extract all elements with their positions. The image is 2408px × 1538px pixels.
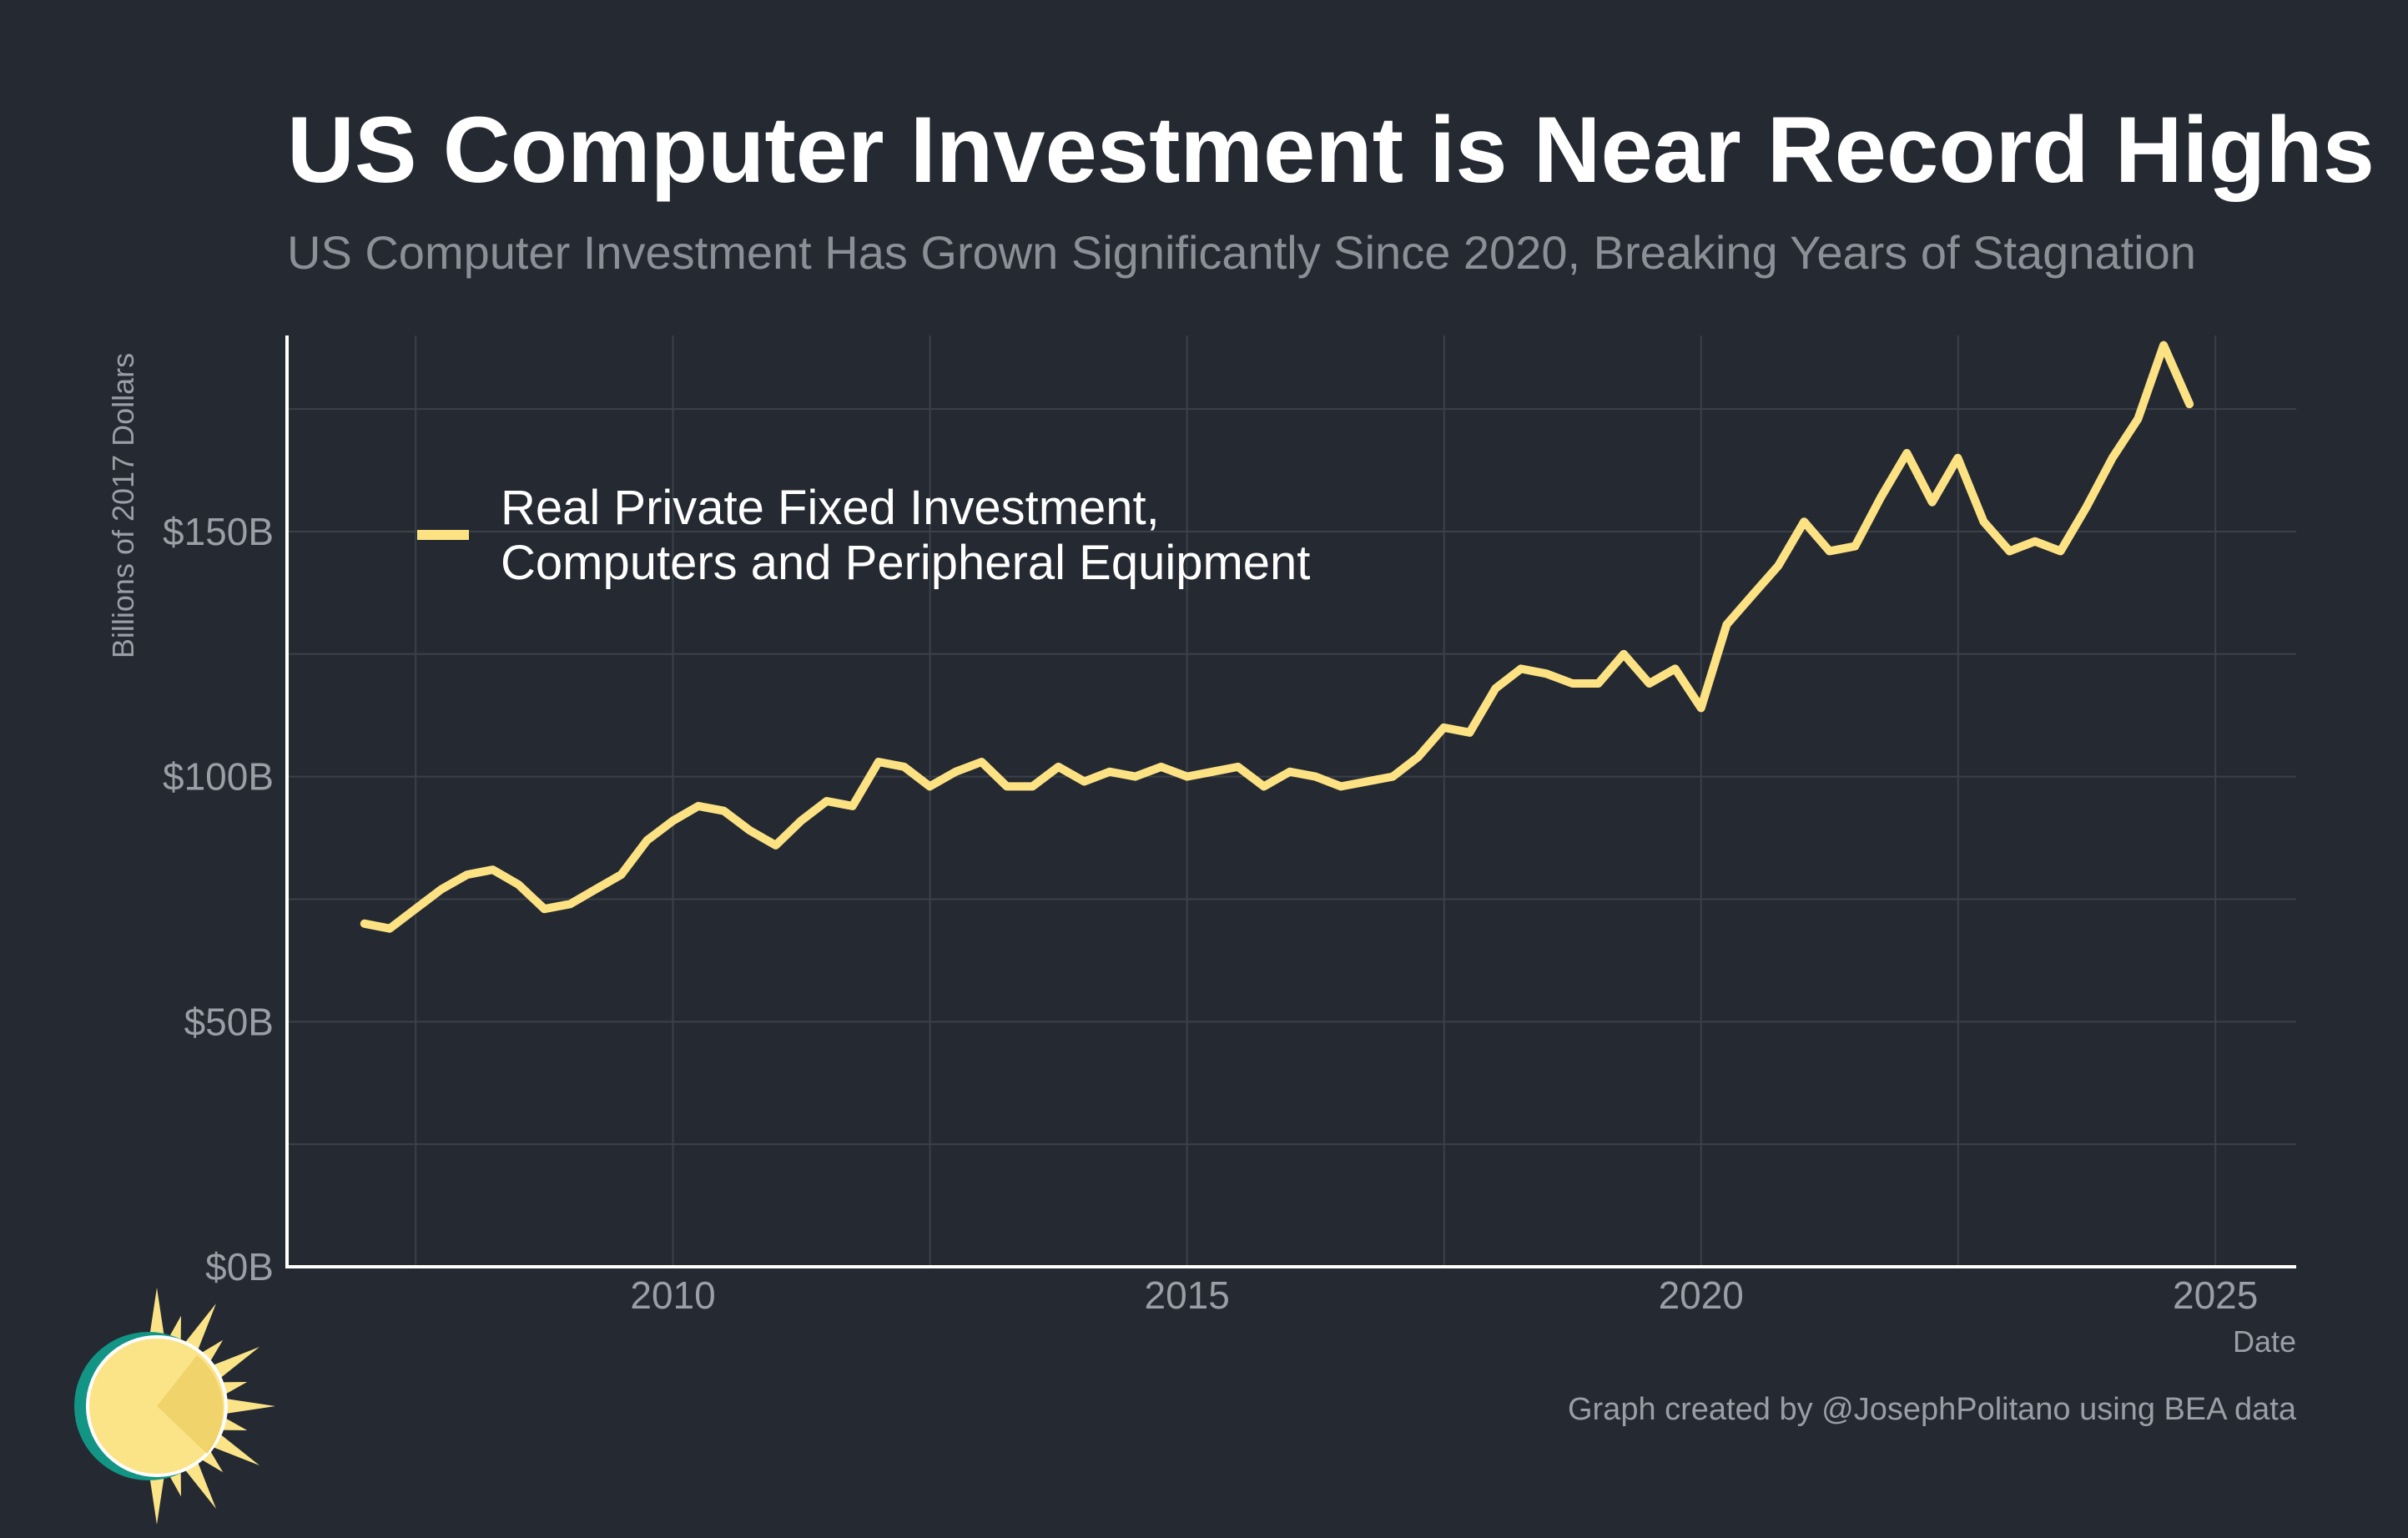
legend-label-line: Computers and Peripheral Equipment — [501, 536, 1310, 590]
chart-subtitle: US Computer Investment Has Grown Signifi… — [287, 226, 2196, 279]
x-axis-title: Date — [2233, 1324, 2296, 1359]
x-tick-label: 2025 — [2173, 1273, 2258, 1317]
x-tick-label: 2015 — [1144, 1273, 1229, 1317]
sun-logo-icon — [74, 1288, 275, 1525]
logo-sun-shade — [157, 1355, 224, 1454]
y-tick-label: $150B — [163, 510, 274, 553]
legend: Real Private Fixed Investment, Computers … — [417, 481, 1310, 590]
grid-lines — [287, 335, 2296, 1267]
credit-caption: Graph created by @JosephPolitano using B… — [1568, 1392, 2297, 1427]
y-tick-label: $100B — [163, 755, 274, 799]
y-axis-title: Billions of 2017 Dollars — [106, 353, 140, 658]
legend-label: Real Private Fixed Investment, Computers … — [501, 481, 1310, 590]
x-tick-label: 2020 — [1659, 1273, 1744, 1317]
x-tick-label: 2010 — [630, 1273, 715, 1317]
legend-label-line: Real Private Fixed Investment, — [501, 481, 1160, 535]
y-tick-label: $50B — [184, 1000, 274, 1043]
series-layer — [360, 340, 2194, 933]
axis-tick-labels: $0B $50B $100B $150B 2010 2015 2020 2025 — [163, 510, 2258, 1317]
series-line — [360, 340, 2194, 933]
chart-title: US Computer Investment is Near Record Hi… — [287, 98, 2375, 202]
y-tick-label: $0B — [205, 1245, 274, 1288]
